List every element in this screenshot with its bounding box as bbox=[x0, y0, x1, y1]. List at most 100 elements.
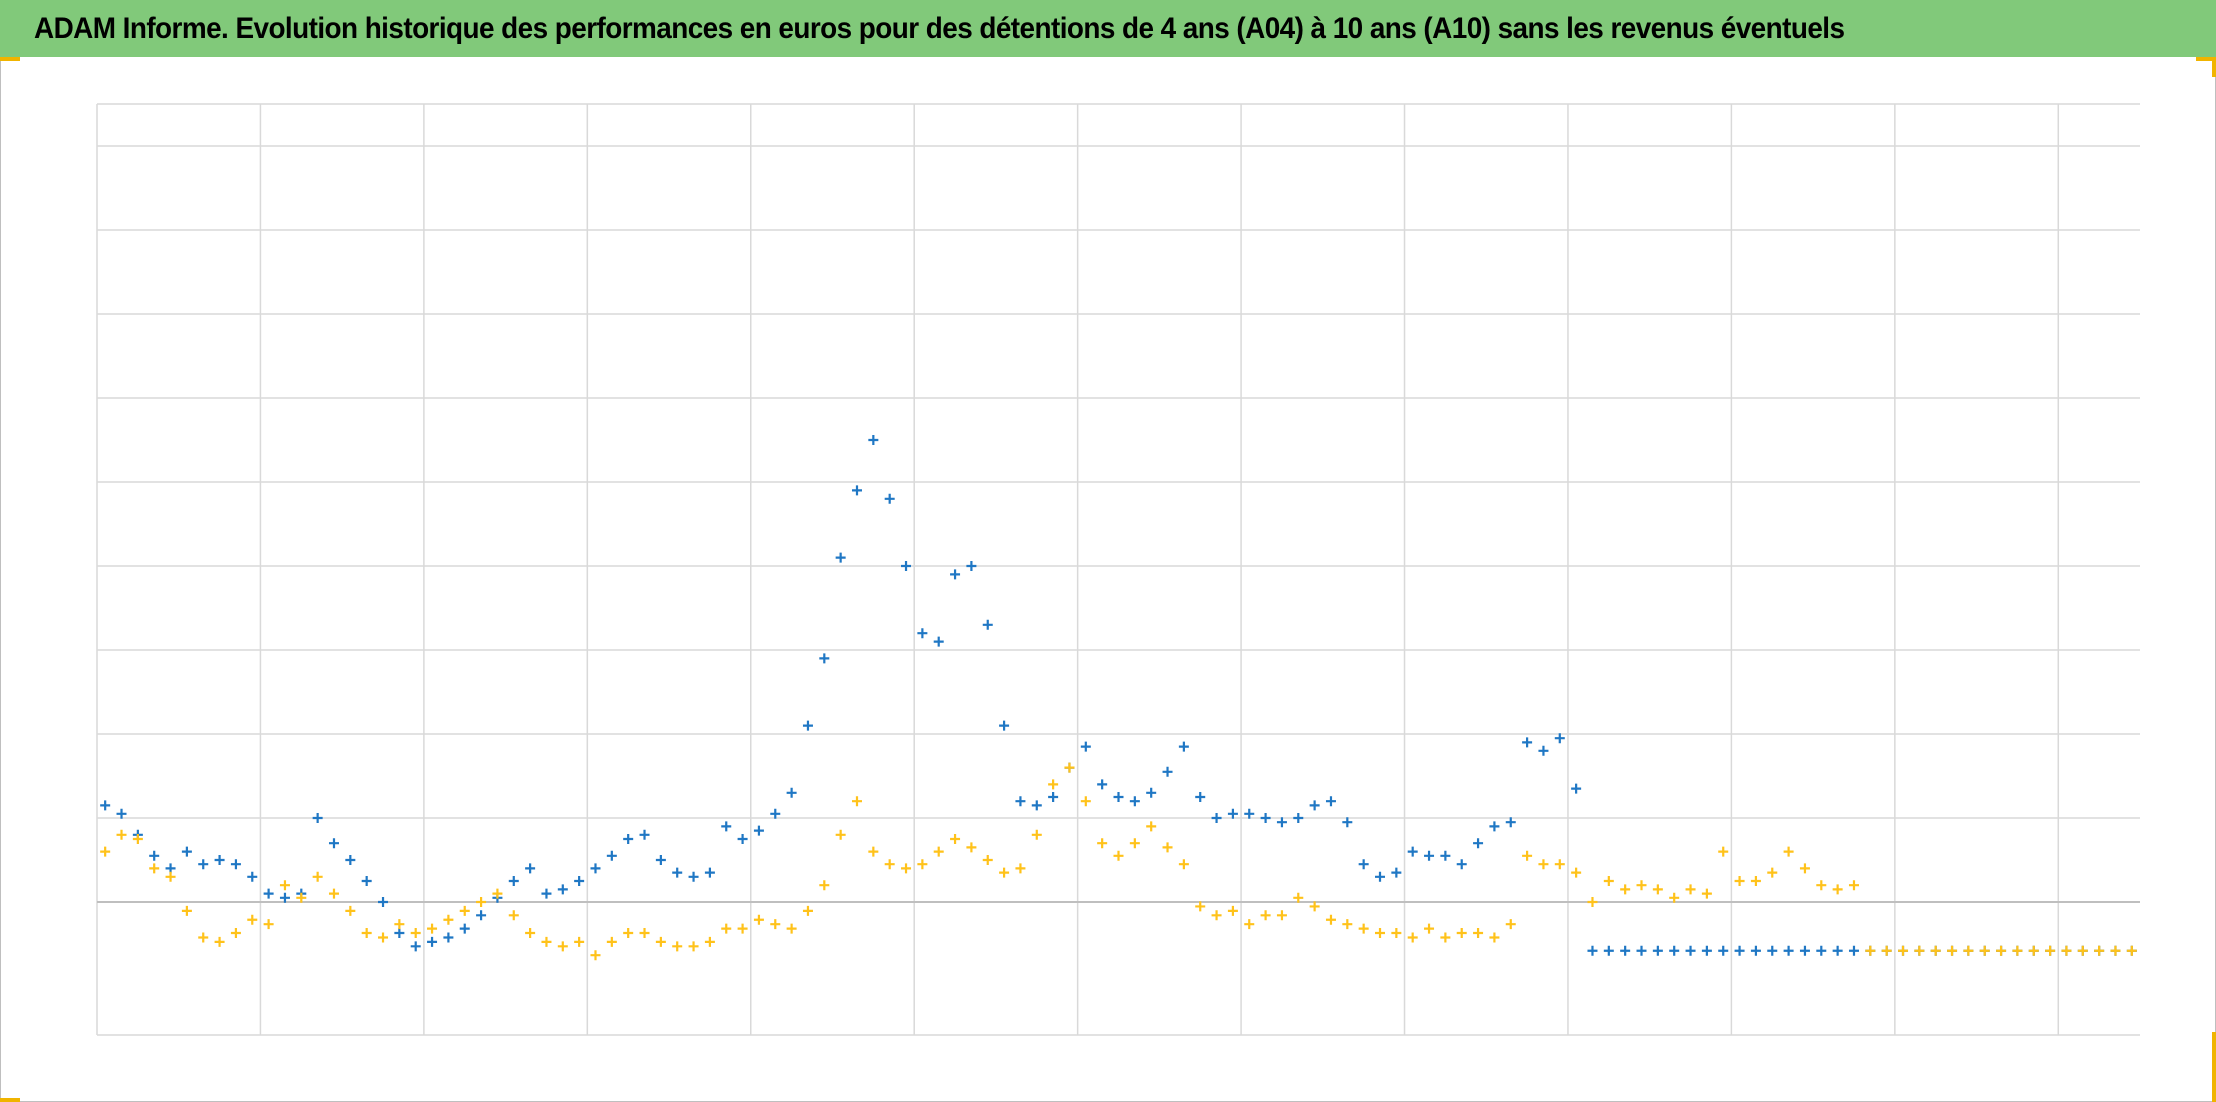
point-a10 bbox=[1113, 850, 1124, 861]
series-layer bbox=[100, 435, 2137, 961]
point-a04 bbox=[525, 863, 536, 874]
point-a10 bbox=[901, 863, 912, 874]
point-a10 bbox=[1489, 932, 1500, 943]
point-a10 bbox=[786, 923, 797, 934]
point-a04 bbox=[574, 876, 585, 886]
point-a10 bbox=[999, 867, 1010, 878]
point-a04 bbox=[247, 871, 258, 882]
point-a10 bbox=[1146, 821, 1157, 832]
point-a04 bbox=[328, 838, 339, 849]
point-a10 bbox=[525, 928, 536, 939]
point-a04 bbox=[1391, 867, 1402, 878]
point-a10 bbox=[443, 914, 454, 925]
point-a10 bbox=[737, 923, 748, 934]
point-a04 bbox=[1832, 945, 1843, 956]
point-a04 bbox=[230, 859, 241, 870]
point-a04 bbox=[1195, 792, 1206, 802]
resize-handle-bottom-left[interactable] bbox=[0, 1098, 20, 1102]
point-a10 bbox=[884, 859, 895, 870]
point-a10 bbox=[181, 905, 192, 916]
point-a10 bbox=[835, 829, 846, 840]
point-a10 bbox=[1227, 905, 1238, 916]
point-a04 bbox=[1848, 945, 1859, 956]
point-a10 bbox=[1325, 914, 1336, 925]
point-a10 bbox=[1293, 892, 1304, 903]
point-a04 bbox=[1244, 808, 1255, 819]
point-a10 bbox=[345, 905, 356, 916]
point-a04 bbox=[263, 888, 274, 899]
point-a10 bbox=[2094, 945, 2105, 956]
point-a10 bbox=[655, 936, 666, 947]
point-a04 bbox=[1685, 945, 1696, 956]
point-a10 bbox=[574, 936, 585, 947]
point-a10 bbox=[1440, 932, 1451, 943]
point-a10 bbox=[1669, 892, 1680, 903]
point-a04 bbox=[1309, 800, 1320, 811]
point-a04 bbox=[1342, 817, 1353, 828]
point-a10 bbox=[1881, 945, 1892, 956]
point-a04 bbox=[1571, 783, 1582, 794]
point-a04 bbox=[688, 871, 699, 882]
point-a10 bbox=[1734, 876, 1745, 886]
point-a04 bbox=[672, 867, 683, 878]
point-a10 bbox=[1407, 932, 1418, 943]
point-a04 bbox=[459, 923, 470, 934]
point-a10 bbox=[1048, 779, 1059, 790]
point-a10 bbox=[296, 892, 307, 903]
point-a10 bbox=[1799, 863, 1810, 874]
series-a04 bbox=[100, 435, 2137, 956]
point-a10 bbox=[1375, 928, 1385, 939]
resize-handle-top-left[interactable] bbox=[0, 57, 20, 61]
point-a10 bbox=[1718, 846, 1729, 857]
point-a04 bbox=[1718, 945, 1729, 956]
point-a10 bbox=[459, 905, 470, 916]
point-a10 bbox=[1816, 880, 1827, 891]
point-a10 bbox=[1178, 859, 1189, 870]
resize-handle-right-top[interactable] bbox=[2212, 57, 2216, 77]
point-a04 bbox=[394, 928, 405, 939]
point-a10 bbox=[1473, 928, 1484, 939]
point-a04 bbox=[1701, 945, 1712, 956]
point-a10 bbox=[1211, 910, 1222, 921]
point-a04 bbox=[149, 850, 160, 861]
point-a04 bbox=[1783, 945, 1794, 956]
point-a04 bbox=[737, 834, 748, 844]
chart-grid bbox=[96, 103, 2140, 1036]
point-a10 bbox=[1456, 928, 1467, 939]
point-a10 bbox=[394, 919, 405, 930]
point-a04 bbox=[1767, 945, 1778, 956]
point-a10 bbox=[2045, 945, 2056, 956]
point-a10 bbox=[688, 941, 699, 952]
point-a04 bbox=[1587, 945, 1598, 956]
point-a10 bbox=[2110, 945, 2121, 956]
point-a04 bbox=[361, 876, 372, 886]
resize-handle-right-bottom[interactable] bbox=[2212, 1032, 2216, 1102]
point-a04 bbox=[1424, 850, 1435, 861]
point-a10 bbox=[1358, 923, 1369, 934]
point-a10 bbox=[1031, 829, 1042, 840]
point-a04 bbox=[884, 493, 895, 504]
point-a04 bbox=[410, 941, 421, 952]
chart-title-bar: ADAM Informe. Evolution historique des p… bbox=[0, 0, 2216, 57]
point-a10 bbox=[1342, 919, 1353, 930]
point-a04 bbox=[623, 834, 634, 844]
point-a10 bbox=[1848, 880, 1859, 891]
point-a10 bbox=[770, 919, 781, 930]
point-a04 bbox=[378, 897, 389, 907]
point-a10 bbox=[1587, 897, 1598, 907]
point-a04 bbox=[1799, 945, 1810, 956]
point-a10 bbox=[492, 888, 503, 899]
point-a10 bbox=[1276, 910, 1287, 921]
point-a10 bbox=[263, 919, 274, 930]
point-a10 bbox=[312, 871, 323, 882]
point-a10 bbox=[1947, 945, 1958, 956]
point-a10 bbox=[1963, 945, 1974, 956]
point-a10 bbox=[1898, 945, 1909, 956]
point-a04 bbox=[999, 720, 1010, 731]
point-a04 bbox=[950, 569, 961, 580]
point-a04 bbox=[1636, 945, 1647, 956]
chart-title: ADAM Informe. Evolution historique des p… bbox=[34, 11, 1845, 45]
resize-handle-top-right[interactable] bbox=[2196, 57, 2216, 61]
point-a10 bbox=[361, 928, 372, 939]
point-a04 bbox=[868, 435, 879, 445]
